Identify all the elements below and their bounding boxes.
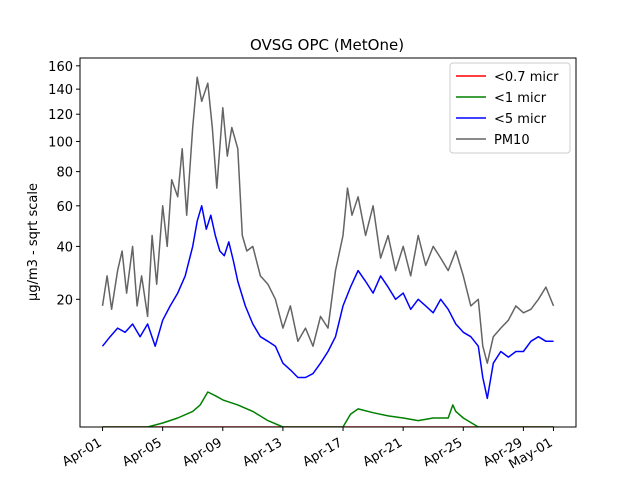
legend-box — [449, 62, 571, 154]
series-line-2 — [101, 205, 554, 400]
legend-label-1: <1 micr — [494, 91, 547, 106]
legend-label-0: <0.7 micr — [494, 70, 559, 85]
axes-frame — [79, 57, 577, 428]
y-tick-label-1: 40 — [56, 240, 73, 255]
legend-label-3: PM10 — [494, 133, 530, 148]
y-tick-label-4: 100 — [48, 135, 73, 150]
y-axis-label: μg/m3 - sqrt scale — [26, 183, 41, 301]
series-line-1 — [102, 391, 554, 427]
y-tick-label-5: 120 — [48, 108, 73, 123]
y-tick-label-7: 160 — [48, 60, 73, 75]
legend: <0.7 micr <1 micr <5 micr PM10 — [449, 62, 571, 154]
plot-area — [101, 76, 555, 427]
chart-title: OVSG OPC (MetOne) — [250, 36, 404, 54]
y-tick-label-6: 140 — [48, 83, 73, 98]
y-tick-label-3: 80 — [56, 166, 73, 181]
y-tick-label-0: 20 — [56, 293, 73, 308]
series-line-3 — [101, 76, 555, 364]
y-tick-label-2: 60 — [56, 200, 73, 215]
legend-label-2: <5 micr — [494, 112, 547, 127]
